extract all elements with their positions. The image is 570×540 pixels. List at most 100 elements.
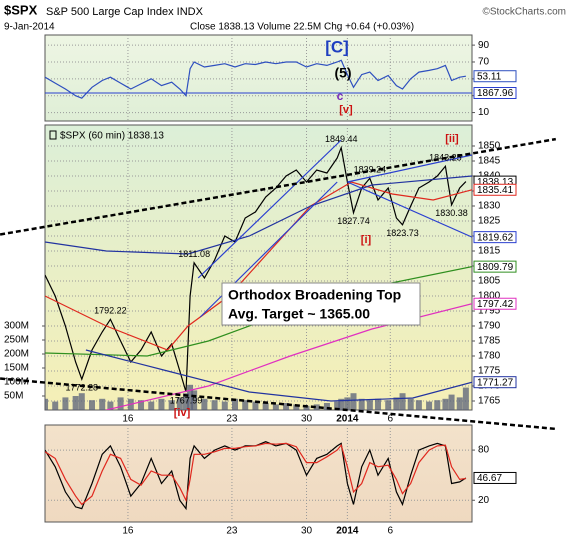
y-tick-label: 10 bbox=[478, 107, 490, 118]
price-annotation: 1849.44 bbox=[325, 134, 358, 144]
y2-tick-label: 300M bbox=[4, 321, 29, 332]
volume-bar bbox=[338, 398, 345, 410]
x-tick-label: 30 bbox=[301, 414, 313, 425]
price-annotation: 1843.25 bbox=[429, 153, 462, 163]
symbol: $SPX bbox=[4, 2, 38, 17]
panel-background bbox=[44, 34, 473, 122]
volume-bar bbox=[187, 384, 194, 410]
volume-bar bbox=[293, 404, 300, 410]
volume-bar bbox=[442, 398, 449, 410]
volume-bar bbox=[242, 400, 249, 410]
y-tick-label: 1765 bbox=[478, 396, 501, 407]
credit: ©StockCharts.com bbox=[482, 7, 566, 18]
value-tag-label: 1835.41 bbox=[477, 185, 514, 196]
series-line bbox=[347, 181, 472, 238]
value-tag bbox=[473, 297, 517, 310]
volume-bar bbox=[117, 397, 124, 410]
annotation-text: Avg. Target ~ 1365.00 bbox=[228, 306, 370, 322]
y2-tick-label: 50M bbox=[4, 391, 23, 402]
wave-label: [C] bbox=[325, 37, 349, 56]
volume-bar bbox=[350, 393, 357, 410]
price-annotation: 1827.74 bbox=[337, 216, 370, 226]
price-annotation: 1823.73 bbox=[386, 228, 419, 238]
y-tick-label: 1785 bbox=[478, 336, 501, 347]
volume-bar bbox=[148, 401, 155, 410]
trend-line bbox=[0, 137, 557, 236]
y2-tick-label: 200M bbox=[4, 349, 29, 360]
volume-bar bbox=[107, 401, 114, 410]
volume-bar bbox=[176, 397, 183, 410]
annotation-text: Orthodox Broadening Top bbox=[228, 287, 401, 303]
volume-bar bbox=[262, 403, 269, 410]
volume-bar bbox=[303, 405, 310, 410]
plot-area bbox=[45, 35, 472, 121]
x-tick-label: 6 bbox=[387, 526, 393, 537]
x-tick-label: 16 bbox=[122, 526, 134, 537]
x-tick-label: 30 bbox=[301, 526, 313, 537]
legend-label: $SPX (60 min) 1838.13 bbox=[60, 131, 164, 142]
chart-title: S&P 500 Large Cap Index INDX bbox=[46, 6, 204, 18]
y-tick-label: 1830 bbox=[478, 201, 501, 212]
trend-line bbox=[0, 377, 556, 431]
wave-label: (5) bbox=[334, 65, 351, 81]
y-tick-label: 1850 bbox=[478, 141, 501, 152]
y-tick-label: 20 bbox=[478, 495, 490, 506]
value-tag bbox=[473, 231, 517, 244]
note-label: 1867.96 bbox=[477, 88, 514, 99]
series-line bbox=[45, 145, 467, 393]
x-tick-label: 2014 bbox=[336, 526, 359, 537]
volume-bar bbox=[407, 398, 414, 410]
volume-bar bbox=[211, 400, 218, 410]
volume-bar bbox=[99, 398, 106, 410]
annotation-box bbox=[221, 282, 421, 326]
volume-bar bbox=[191, 390, 198, 410]
volume-bar bbox=[434, 400, 441, 410]
volume-bar bbox=[313, 404, 320, 410]
volume-bar bbox=[456, 397, 463, 410]
wave-label: [v] bbox=[339, 104, 353, 116]
y-tick-label: 1825 bbox=[478, 216, 501, 227]
panel-background bbox=[44, 424, 473, 523]
y-tick-label: 1815 bbox=[478, 246, 501, 257]
volume-bar bbox=[358, 398, 365, 410]
volume-bar bbox=[182, 393, 189, 410]
x-tick-label: 6 bbox=[387, 414, 393, 425]
volume-bar bbox=[272, 404, 279, 410]
volume-bar bbox=[52, 401, 59, 410]
x-tick-label: 23 bbox=[226, 526, 238, 537]
volume-bar bbox=[88, 400, 95, 410]
volume-bar bbox=[78, 393, 85, 410]
y2-tick-label: 250M bbox=[4, 335, 29, 346]
series-line bbox=[45, 175, 472, 255]
value-tag-label: 1838.13 bbox=[477, 177, 514, 188]
panel-background bbox=[44, 124, 473, 411]
y-tick-label: 1780 bbox=[478, 351, 501, 362]
series-line bbox=[197, 139, 342, 279]
value-tag bbox=[473, 471, 517, 484]
volume-bar bbox=[283, 403, 290, 410]
volume-bar bbox=[426, 401, 433, 410]
volume-bar bbox=[323, 403, 330, 410]
volume-bar bbox=[158, 398, 165, 410]
value-tag-label: 53.11 bbox=[477, 71, 502, 82]
plot-area bbox=[45, 425, 472, 522]
value-tag-label: 1797.42 bbox=[477, 299, 514, 310]
value-tag-label: 1819.62 bbox=[477, 232, 514, 243]
series-line bbox=[45, 441, 467, 511]
x-tick-label: 23 bbox=[226, 414, 238, 425]
value-tag-label: 46.67 bbox=[477, 473, 502, 484]
y-tick-label: 1800 bbox=[478, 291, 501, 302]
date: 9-Jan-2014 bbox=[4, 22, 55, 33]
x-tick-label: 2014 bbox=[336, 414, 359, 425]
volume-bar bbox=[366, 400, 373, 410]
volume-bar bbox=[168, 400, 175, 410]
volume-bar bbox=[375, 398, 382, 410]
volume-bar bbox=[448, 394, 455, 410]
price-annotation: 1811.08 bbox=[178, 249, 210, 259]
y2-tick-label: 150M bbox=[4, 363, 29, 374]
y-tick-label: 1805 bbox=[478, 276, 501, 287]
volume-bar bbox=[232, 398, 239, 410]
volume-bar bbox=[462, 387, 469, 410]
series-line bbox=[347, 154, 472, 183]
